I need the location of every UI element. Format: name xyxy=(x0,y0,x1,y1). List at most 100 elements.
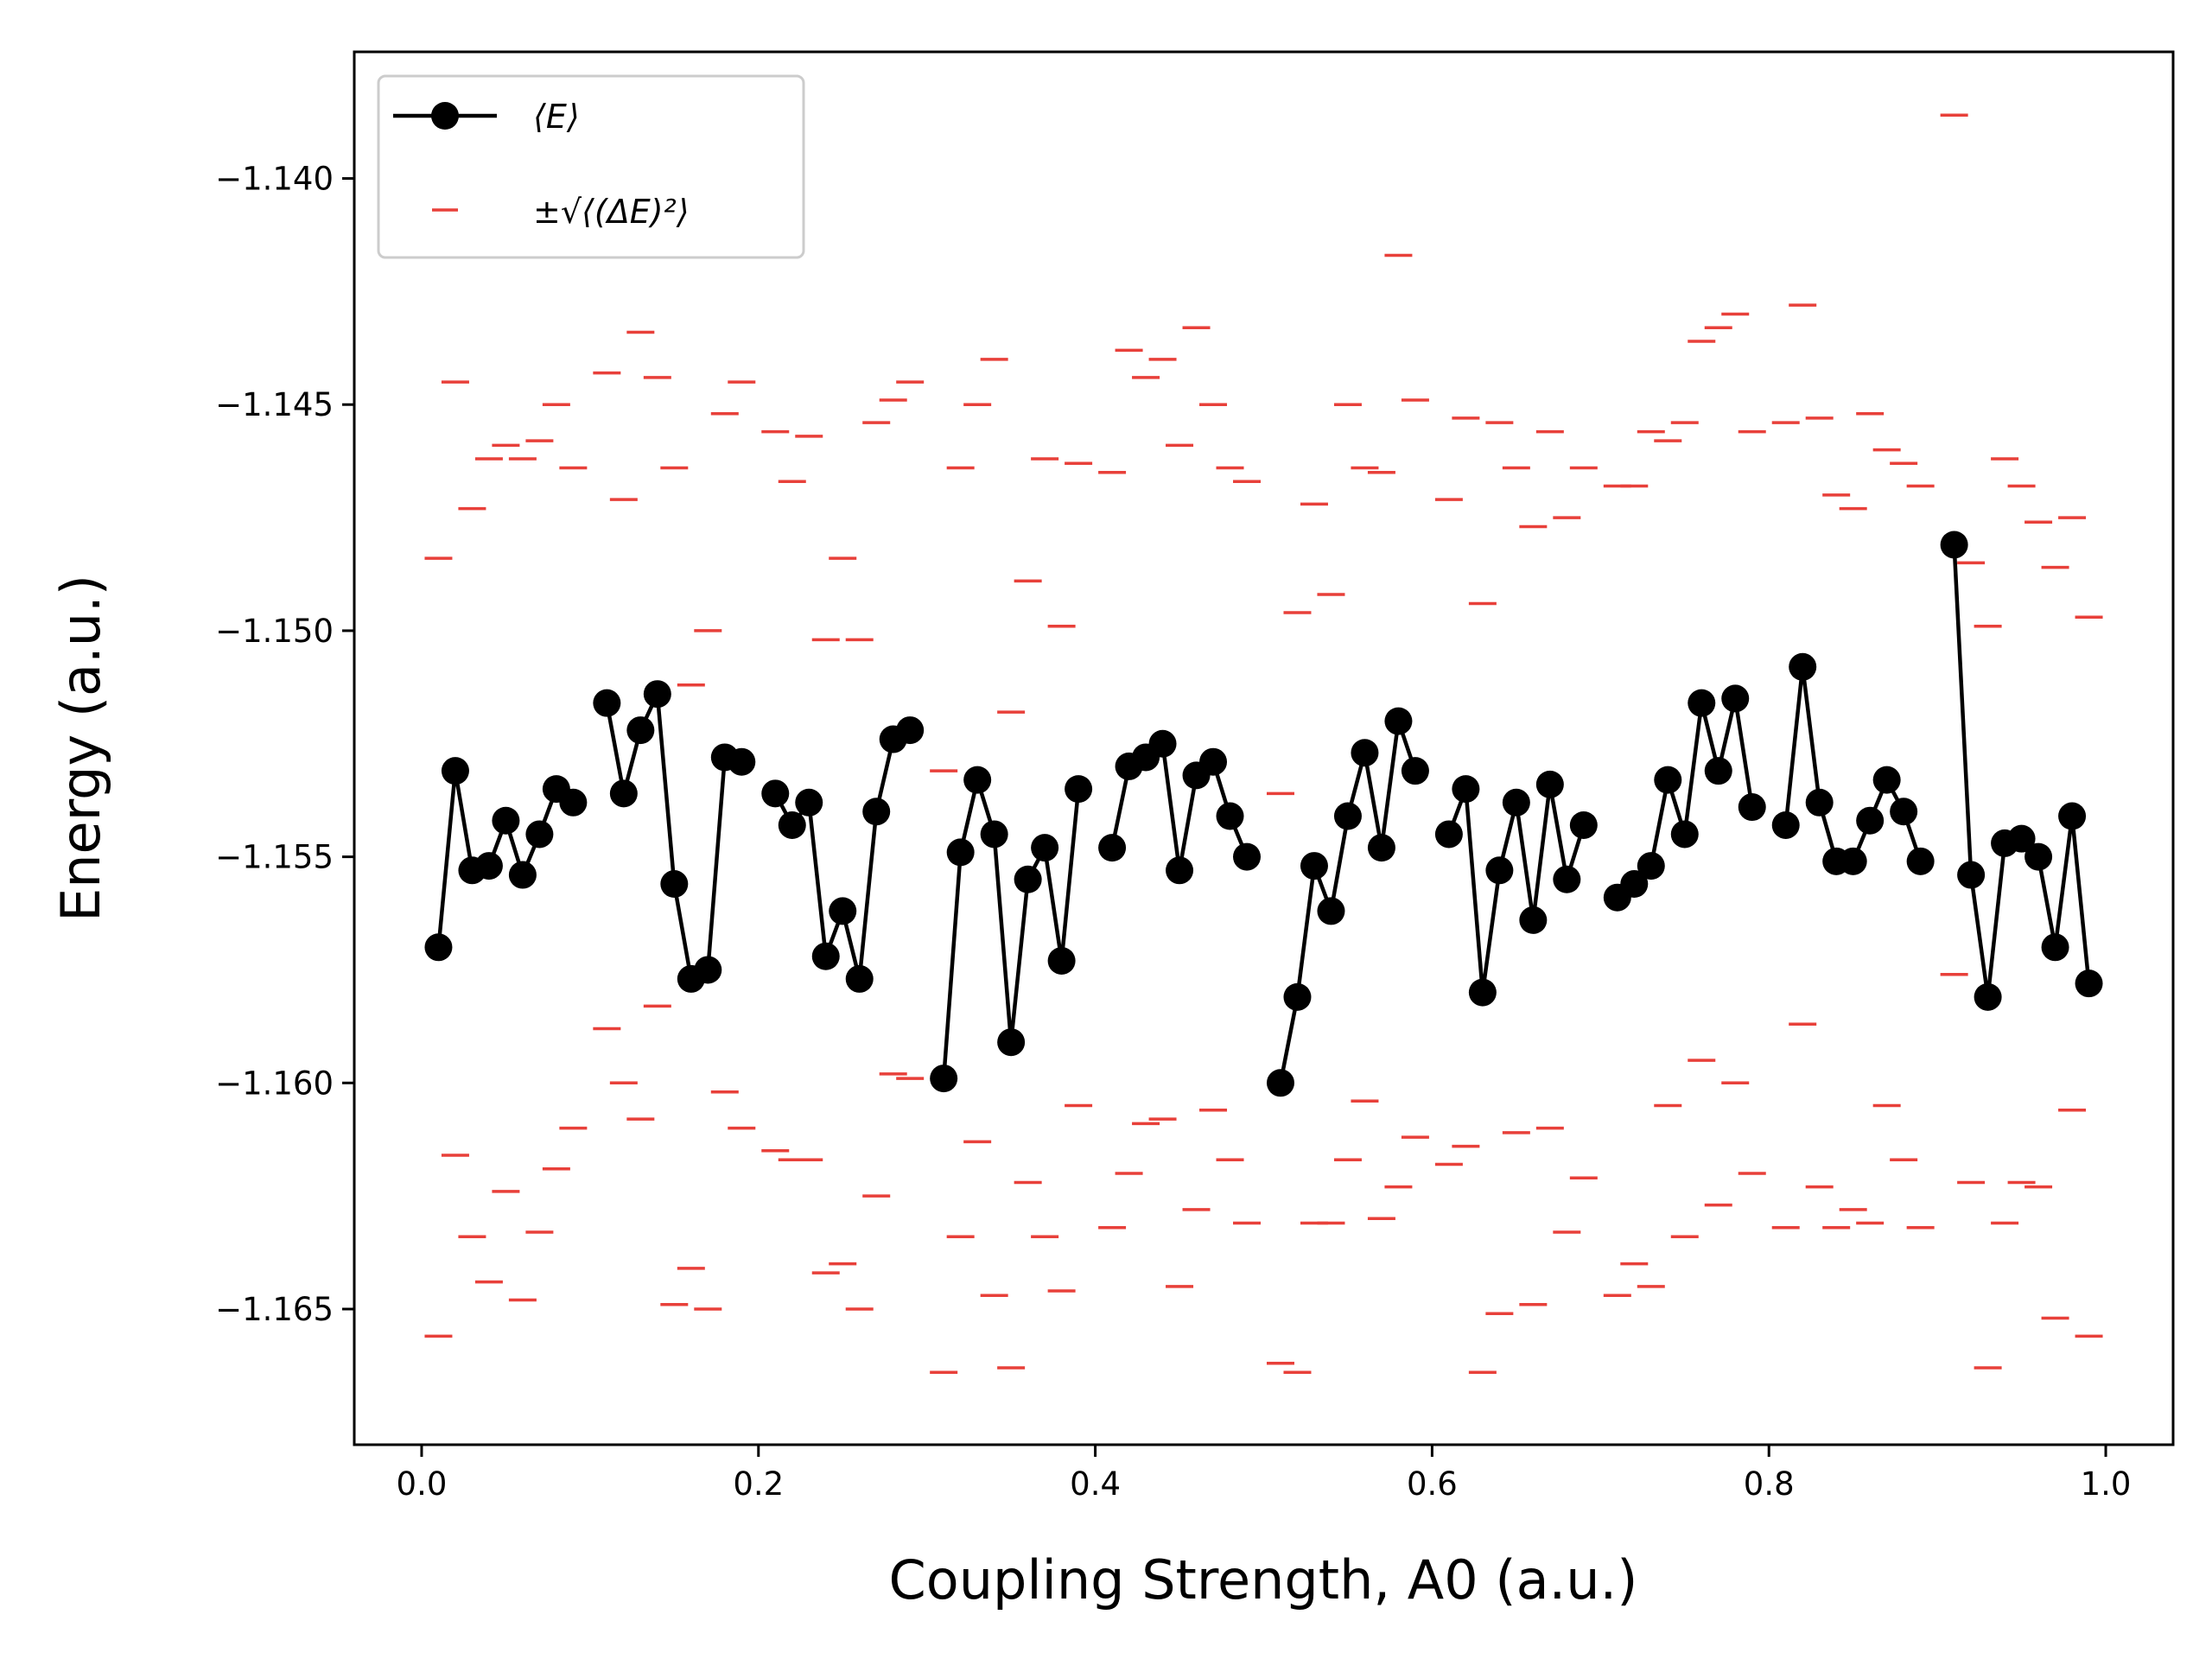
y-tick-label: −1.145 xyxy=(215,386,334,423)
mean-energy-marker xyxy=(1300,852,1328,880)
mean-energy-marker xyxy=(1047,946,1076,975)
mean-energy-marker xyxy=(1317,897,1345,925)
mean-energy-marker xyxy=(997,1028,1026,1057)
mean-energy-marker xyxy=(1468,978,1497,1007)
mean-energy-marker xyxy=(1553,865,1581,893)
y-axis-label: Energy (a.u.) xyxy=(49,575,112,922)
legend-mean-label: ⟨E⟩ xyxy=(533,98,580,136)
mean-energy-marker xyxy=(1148,729,1177,758)
mean-energy-marker xyxy=(1065,775,1093,804)
mean-energy-marker xyxy=(829,897,857,925)
mean-energy-marker xyxy=(1502,788,1530,817)
mean-energy-marker xyxy=(896,716,925,745)
mean-energy-marker xyxy=(2041,933,2069,962)
mean-energy-marker xyxy=(1098,834,1127,862)
mean-energy-marker xyxy=(1031,834,1059,862)
mean-energy-marker xyxy=(2058,802,2087,830)
mean-energy-marker xyxy=(1535,770,1564,798)
mean-energy-marker xyxy=(1890,798,1918,826)
mean-energy-marker xyxy=(1654,766,1682,794)
mean-energy-marker xyxy=(1569,810,1598,839)
mean-energy-marker xyxy=(811,942,840,970)
mean-energy-marker xyxy=(1789,652,1817,681)
mean-energy-marker xyxy=(728,747,756,776)
mean-energy-marker xyxy=(1805,788,1834,817)
y-tick-label: −1.140 xyxy=(215,161,334,198)
y-axis-ticks: −1.140 −1.145 −1.150 −1.155 −1.160 −1.165 xyxy=(215,161,354,1328)
legend-band-label: ±√⟨(ΔE)²⟩ xyxy=(533,193,690,231)
mean-energy-marker xyxy=(1519,906,1548,934)
mean-energy-marker xyxy=(1620,870,1649,899)
plot-frame xyxy=(353,50,2175,1446)
y-tick-label: −1.150 xyxy=(215,613,334,650)
mean-energy-marker xyxy=(1688,689,1716,717)
mean-energy-marker xyxy=(862,798,891,826)
mean-energy-marker xyxy=(1670,820,1699,849)
mean-energy-marker xyxy=(424,933,453,962)
x-tick-label: 0.6 xyxy=(1407,1465,1458,1503)
mean-energy-marker xyxy=(1856,806,1885,835)
mean-energy-marker xyxy=(559,788,588,817)
y-tick-label: −1.155 xyxy=(215,839,334,876)
mean-energy-marker xyxy=(660,870,689,899)
mean-energy-marker xyxy=(930,1065,958,1093)
y-tick-label: −1.160 xyxy=(215,1065,334,1102)
legend-box xyxy=(377,74,805,259)
mean-energy-marker xyxy=(1839,847,1867,875)
x-tick-label: 0.2 xyxy=(733,1465,784,1503)
mean-energy-marker xyxy=(1738,793,1766,822)
mean-energy-marker xyxy=(508,861,537,889)
mean-energy-marker xyxy=(1283,982,1312,1011)
mean-energy-marker xyxy=(1637,852,1665,880)
x-axis-label: Coupling Strength, A0 (a.u.) xyxy=(889,1548,1638,1611)
mean-energy-marker xyxy=(1940,531,1968,559)
mean-energy-marker xyxy=(980,820,1008,849)
mean-energy-marker xyxy=(1367,834,1395,862)
mean-energy-marker xyxy=(1452,775,1480,804)
mean-energy-marker xyxy=(593,689,621,717)
mean-energy-marker xyxy=(963,766,992,794)
y-tick-label: −1.165 xyxy=(215,1291,334,1328)
mean-energy-marker xyxy=(795,788,823,817)
mean-energy-marker xyxy=(1351,739,1379,767)
legend: ⟨E⟩ ±√⟨(ΔE)²⟩ xyxy=(377,74,805,259)
mean-energy-marker xyxy=(1872,766,1901,794)
mean-energy-marker xyxy=(474,852,503,880)
std-dev-band-layer xyxy=(424,113,2103,1375)
mean-energy-marker xyxy=(1199,747,1228,776)
x-tick-label: 0.8 xyxy=(1744,1465,1795,1503)
x-tick-label: 1.0 xyxy=(2081,1465,2132,1503)
mean-energy-marker xyxy=(1434,820,1463,849)
mean-energy-marker xyxy=(1216,802,1244,830)
mean-energy-marker xyxy=(441,757,469,785)
mean-energy-marker xyxy=(1721,684,1750,713)
mean-energy-marker xyxy=(694,956,722,984)
mean-energy-marker xyxy=(1771,810,1800,839)
mean-energy-marker xyxy=(1014,865,1042,893)
mean-energy-marker xyxy=(1485,856,1514,885)
mean-energy-marker xyxy=(626,716,655,745)
mean-energy-marker-layer xyxy=(424,531,2103,1097)
mean-energy-marker xyxy=(1401,757,1429,785)
x-axis-ticks: 0.0 0.2 0.4 0.6 0.8 1.0 xyxy=(397,1445,2132,1503)
mean-energy-marker xyxy=(1957,861,1986,889)
mean-energy-marker xyxy=(778,810,806,839)
mean-energy-marker xyxy=(2024,842,2053,871)
x-tick-label: 0.4 xyxy=(1070,1465,1121,1503)
mean-energy-marker xyxy=(2007,824,2036,853)
mean-energy-marker xyxy=(525,820,554,849)
mean-energy-marker xyxy=(946,838,975,867)
mean-energy-marker xyxy=(1384,707,1413,735)
mean-energy-marker xyxy=(1166,856,1194,885)
mean-energy-marker xyxy=(643,680,671,709)
mean-energy-marker xyxy=(1704,757,1732,785)
legend-mean-marker-swatch xyxy=(431,102,459,130)
mean-energy-marker xyxy=(1233,842,1262,871)
mean-energy-marker xyxy=(1333,802,1362,830)
mean-energy-marker xyxy=(1974,982,2002,1011)
mean-energy-marker xyxy=(492,806,520,835)
mean-energy-marker xyxy=(761,779,790,808)
mean-energy-marker xyxy=(609,779,638,808)
